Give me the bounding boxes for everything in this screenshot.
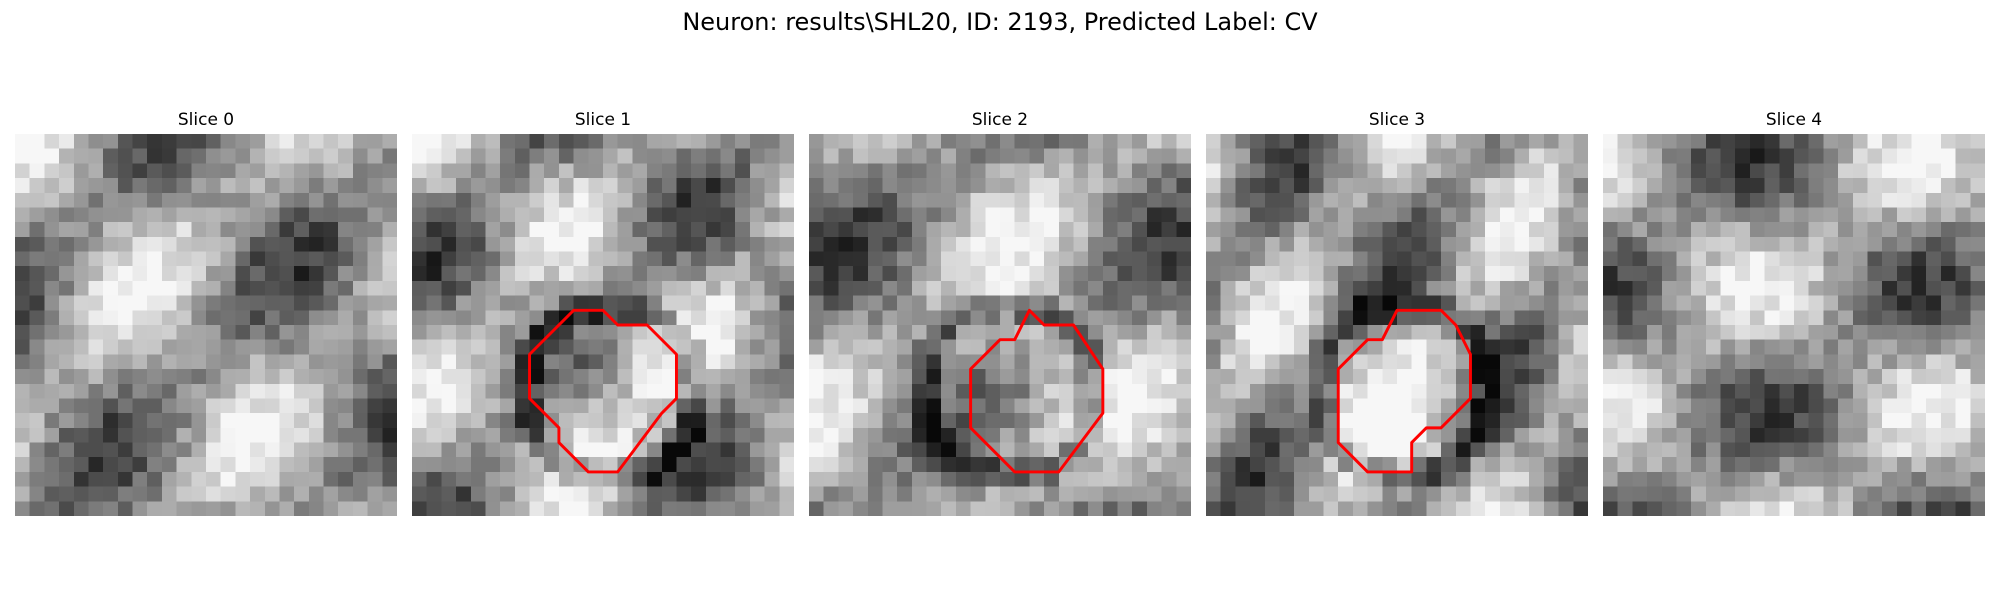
slice-title: Slice 4	[1765, 110, 1823, 130]
slice-panel: Slice 0	[15, 108, 397, 516]
slice-image	[412, 134, 794, 516]
slice-title: Slice 1	[574, 110, 632, 130]
slice-panel: Slice 3	[1206, 108, 1588, 516]
roi-contour	[528, 308, 678, 474]
slice-image	[809, 134, 1191, 516]
slice-title: Slice 3	[1368, 110, 1426, 130]
slice-panel: Slice 4	[1603, 108, 1985, 516]
slice-image	[1206, 134, 1588, 516]
slice-panel: Slice 1	[412, 108, 794, 516]
slice-title: Slice 0	[177, 110, 235, 130]
roi-contour	[1336, 308, 1472, 474]
slice-panel: Slice 2	[809, 108, 1191, 516]
figure-title: Neuron: results\SHL20, ID: 2193, Predict…	[682, 8, 1318, 36]
roi-contour	[969, 308, 1105, 474]
slice-title: Slice 2	[971, 110, 1029, 130]
slice-image	[15, 134, 397, 516]
slice-image	[1603, 134, 1985, 516]
